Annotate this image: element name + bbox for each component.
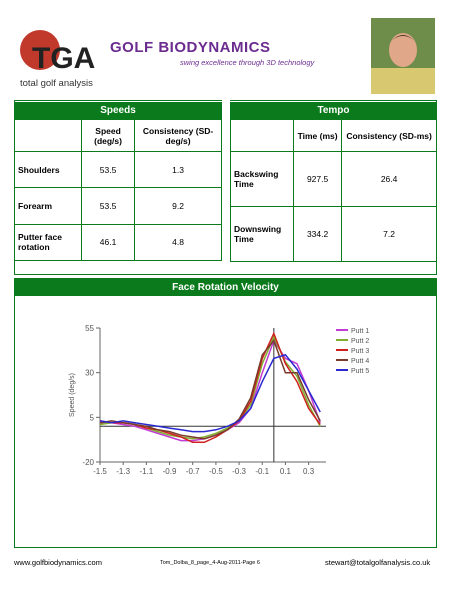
row-label: Shoulders — [14, 151, 82, 189]
cell: 53.5 — [80, 187, 136, 225]
brand-tagline: swing excellence through 3D technology — [180, 58, 315, 67]
legend-label: Putt 5 — [351, 368, 369, 375]
row-label: Forearm — [14, 187, 82, 225]
logo-subtitle: total golf analysis — [20, 78, 93, 89]
cell: 927.5 — [292, 151, 343, 207]
row-label: Downswing Time — [230, 206, 294, 262]
logo-text: TGA — [32, 42, 95, 75]
x-tick-label: -0.5 — [209, 467, 223, 476]
y-tick-label: 55 — [85, 324, 94, 333]
series-line — [99, 353, 321, 433]
column-header: Time (ms) — [292, 119, 343, 152]
cell: 4.8 — [134, 223, 222, 262]
photo — [371, 18, 435, 94]
brand-name: GOLF BIODYNAMICS — [110, 39, 271, 56]
tga-logo: TGA total golf analysis — [20, 30, 95, 89]
column-header: Consistency (SD-deg/s) — [134, 118, 222, 153]
x-tick-label: -1.1 — [139, 467, 153, 476]
corner-cell — [230, 119, 294, 152]
cell: 334.2 — [292, 206, 343, 262]
speeds-title: Speeds — [14, 102, 222, 119]
tables-gap — [222, 100, 230, 262]
series-line — [99, 338, 321, 440]
legend-label: Putt 4 — [351, 358, 369, 365]
footer-right: stewart@totalgolfanalysis.co.uk — [325, 558, 431, 567]
legend-label: Putt 1 — [351, 328, 369, 335]
footer-left: www.golfbiodynamics.com — [14, 558, 102, 567]
tempo-table: Time (ms) Consistency (SD-ms) Backswing … — [230, 119, 437, 262]
x-tick-label: 0.1 — [280, 467, 292, 476]
chart-title: Face Rotation Velocity — [14, 279, 437, 296]
y-tick-label: 5 — [90, 413, 95, 422]
y-tick-label: -20 — [82, 458, 94, 467]
x-tick-label: -0.3 — [232, 467, 246, 476]
cell: 7.2 — [341, 206, 437, 262]
tempo-title: Tempo — [230, 102, 437, 119]
x-tick-label: -0.7 — [186, 467, 200, 476]
logo-ball — [20, 30, 60, 70]
cell: 1.3 — [134, 151, 222, 189]
cell: 26.4 — [341, 151, 437, 207]
column-header: Speed (deg/s) — [80, 118, 136, 153]
row-label: Backswing Time — [230, 151, 294, 207]
x-tick-label: -0.1 — [255, 467, 269, 476]
x-tick-label: -1.3 — [116, 467, 130, 476]
legend-label: Putt 2 — [351, 338, 369, 345]
column-header: Consistency (SD-ms) — [341, 119, 437, 152]
x-tick-label: 0.3 — [303, 467, 315, 476]
footer-center: Tom_Dolba_8_page_4-Aug-2011-Page 6 — [160, 560, 260, 566]
x-tick-label: -1.5 — [93, 467, 107, 476]
x-tick-label: -0.9 — [163, 467, 177, 476]
chart: -20 5 30 55 -1.5 -1.3 -1.1 -0.9 -0.7 -0.5 -0.3 -0.1… — [69, 324, 369, 476]
series-line — [100, 338, 321, 442]
cell: 46.1 — [80, 223, 136, 262]
legend-label: Putt 3 — [351, 348, 369, 355]
chart-frame — [14, 278, 437, 548]
cell: 53.5 — [80, 151, 136, 189]
brand-logo: GOLF BIODYNAMICS swing excellence throug… — [110, 25, 365, 85]
y-axis-label: Speed (deg/s) — [69, 373, 76, 417]
cell: 9.2 — [134, 187, 222, 225]
y-tick-label: 30 — [85, 369, 94, 378]
speeds-table: Speed (deg/s) Consistency (SD-deg/s) Sho… — [14, 118, 222, 262]
row-label: Putter face rotation — [14, 223, 82, 262]
corner-cell — [14, 118, 82, 153]
